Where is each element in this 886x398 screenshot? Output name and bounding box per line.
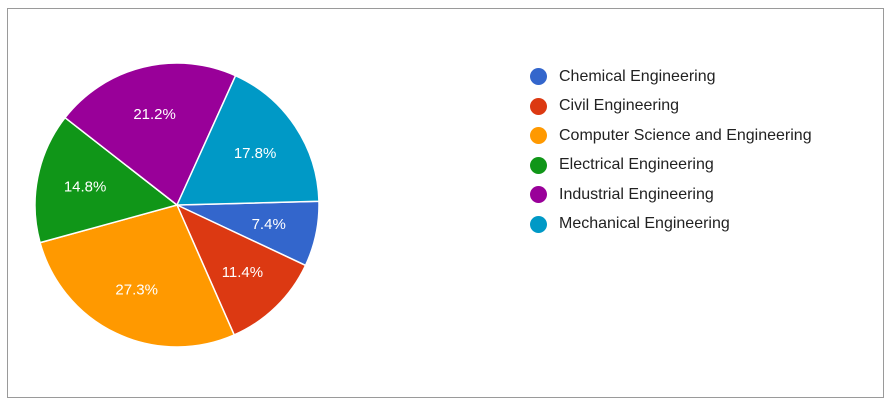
legend-item-3[interactable]: Computer Science and Engineering (530, 121, 812, 151)
legend-item-2[interactable]: Civil Engineering (530, 92, 812, 122)
pie-slice-3[interactable] (39, 204, 236, 348)
legend-label: Civil Engineering (559, 97, 680, 115)
legend-swatch (530, 215, 547, 233)
legend-label: Electrical Engineering (559, 156, 714, 174)
legend-item-4[interactable]: Electrical Engineering (530, 151, 812, 181)
legend-label: Computer Science and Engineering (559, 126, 812, 144)
legend-swatch (530, 97, 547, 115)
legend-label: Chemical Engineering (559, 67, 716, 85)
pie-slice-4[interactable] (34, 116, 179, 244)
legend-label: Mechanical Engineering (559, 215, 730, 233)
legend-label: Industrial Engineering (559, 185, 714, 203)
slice-label-6: 17.8% (234, 145, 277, 162)
legend-swatch (530, 156, 547, 174)
legend-swatch (530, 186, 547, 204)
slice-label-1: 7.4% (252, 216, 286, 233)
slice-label-2: 11.4% (222, 264, 263, 281)
legend-swatch (530, 68, 547, 86)
slice-label-5: 21.2% (133, 106, 176, 123)
pie-slice-2[interactable] (175, 203, 307, 336)
slice-label-4: 14.8% (64, 179, 107, 196)
legend-item-6[interactable]: Mechanical Engineering (530, 210, 812, 240)
legend-swatch (530, 127, 547, 145)
slice-label-3: 27.3% (115, 282, 158, 299)
legend-item-1[interactable]: Chemical Engineering (530, 62, 812, 92)
pie-slice-6[interactable] (175, 74, 320, 206)
legend: Chemical Engineering Civil Engineering Com… (530, 62, 812, 239)
legend-item-5[interactable]: Industrial Engineering (530, 180, 812, 210)
